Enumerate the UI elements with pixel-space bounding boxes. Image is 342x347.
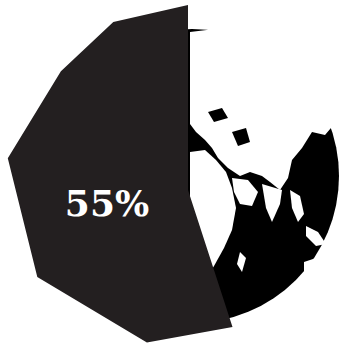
data-label: 55%: [65, 182, 149, 224]
globe-land: [237, 252, 246, 272]
globe-land: [306, 226, 326, 246]
chart: 55%: [0, 0, 342, 347]
globe-land: [290, 190, 304, 222]
globe-land: [262, 184, 282, 222]
globe-sea: [232, 128, 250, 146]
pie-slice: [8, 5, 233, 343]
globe-sea: [208, 108, 228, 122]
globe-land: [232, 178, 258, 206]
globe-land: [304, 256, 330, 284]
